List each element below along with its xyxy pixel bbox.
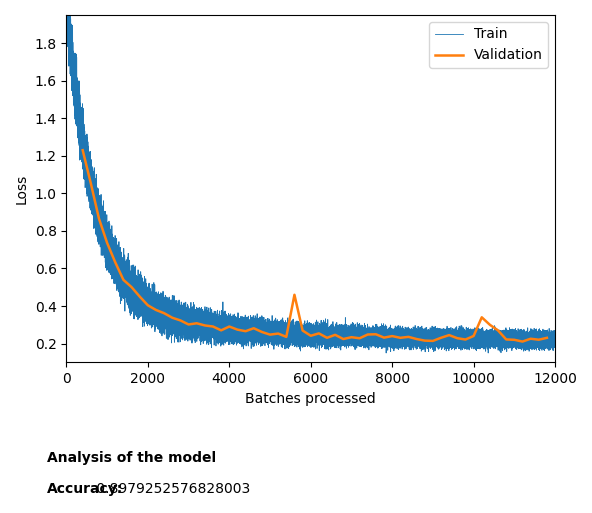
Validation — [421, 338, 428, 344]
Train — [320, 330, 327, 336]
Train — [313, 323, 320, 329]
X-axis label: Batches processed: Batches processed — [245, 391, 376, 406]
Train — [189, 307, 197, 313]
Validation — [527, 336, 534, 342]
Text: Accuracy:: Accuracy: — [47, 482, 124, 496]
Y-axis label: Loss: Loss — [15, 173, 29, 204]
Train — [136, 285, 143, 291]
Text: Analysis of the model: Analysis of the model — [47, 451, 217, 465]
Legend: Train, Validation: Train, Validation — [429, 22, 548, 68]
Text: 0.8979252576828003: 0.8979252576828003 — [92, 482, 250, 496]
Train — [63, 3, 70, 9]
Validation — [185, 321, 192, 327]
Train — [382, 350, 390, 356]
Train — [89, 182, 96, 188]
Validation — [79, 147, 86, 153]
Validation — [388, 333, 395, 339]
Line: Validation: Validation — [83, 150, 547, 342]
Validation — [193, 320, 200, 326]
Line: Train: Train — [66, 6, 555, 353]
Train — [360, 338, 367, 344]
Validation — [543, 335, 551, 341]
Train — [552, 343, 559, 349]
Validation — [519, 339, 526, 345]
Validation — [470, 333, 477, 339]
